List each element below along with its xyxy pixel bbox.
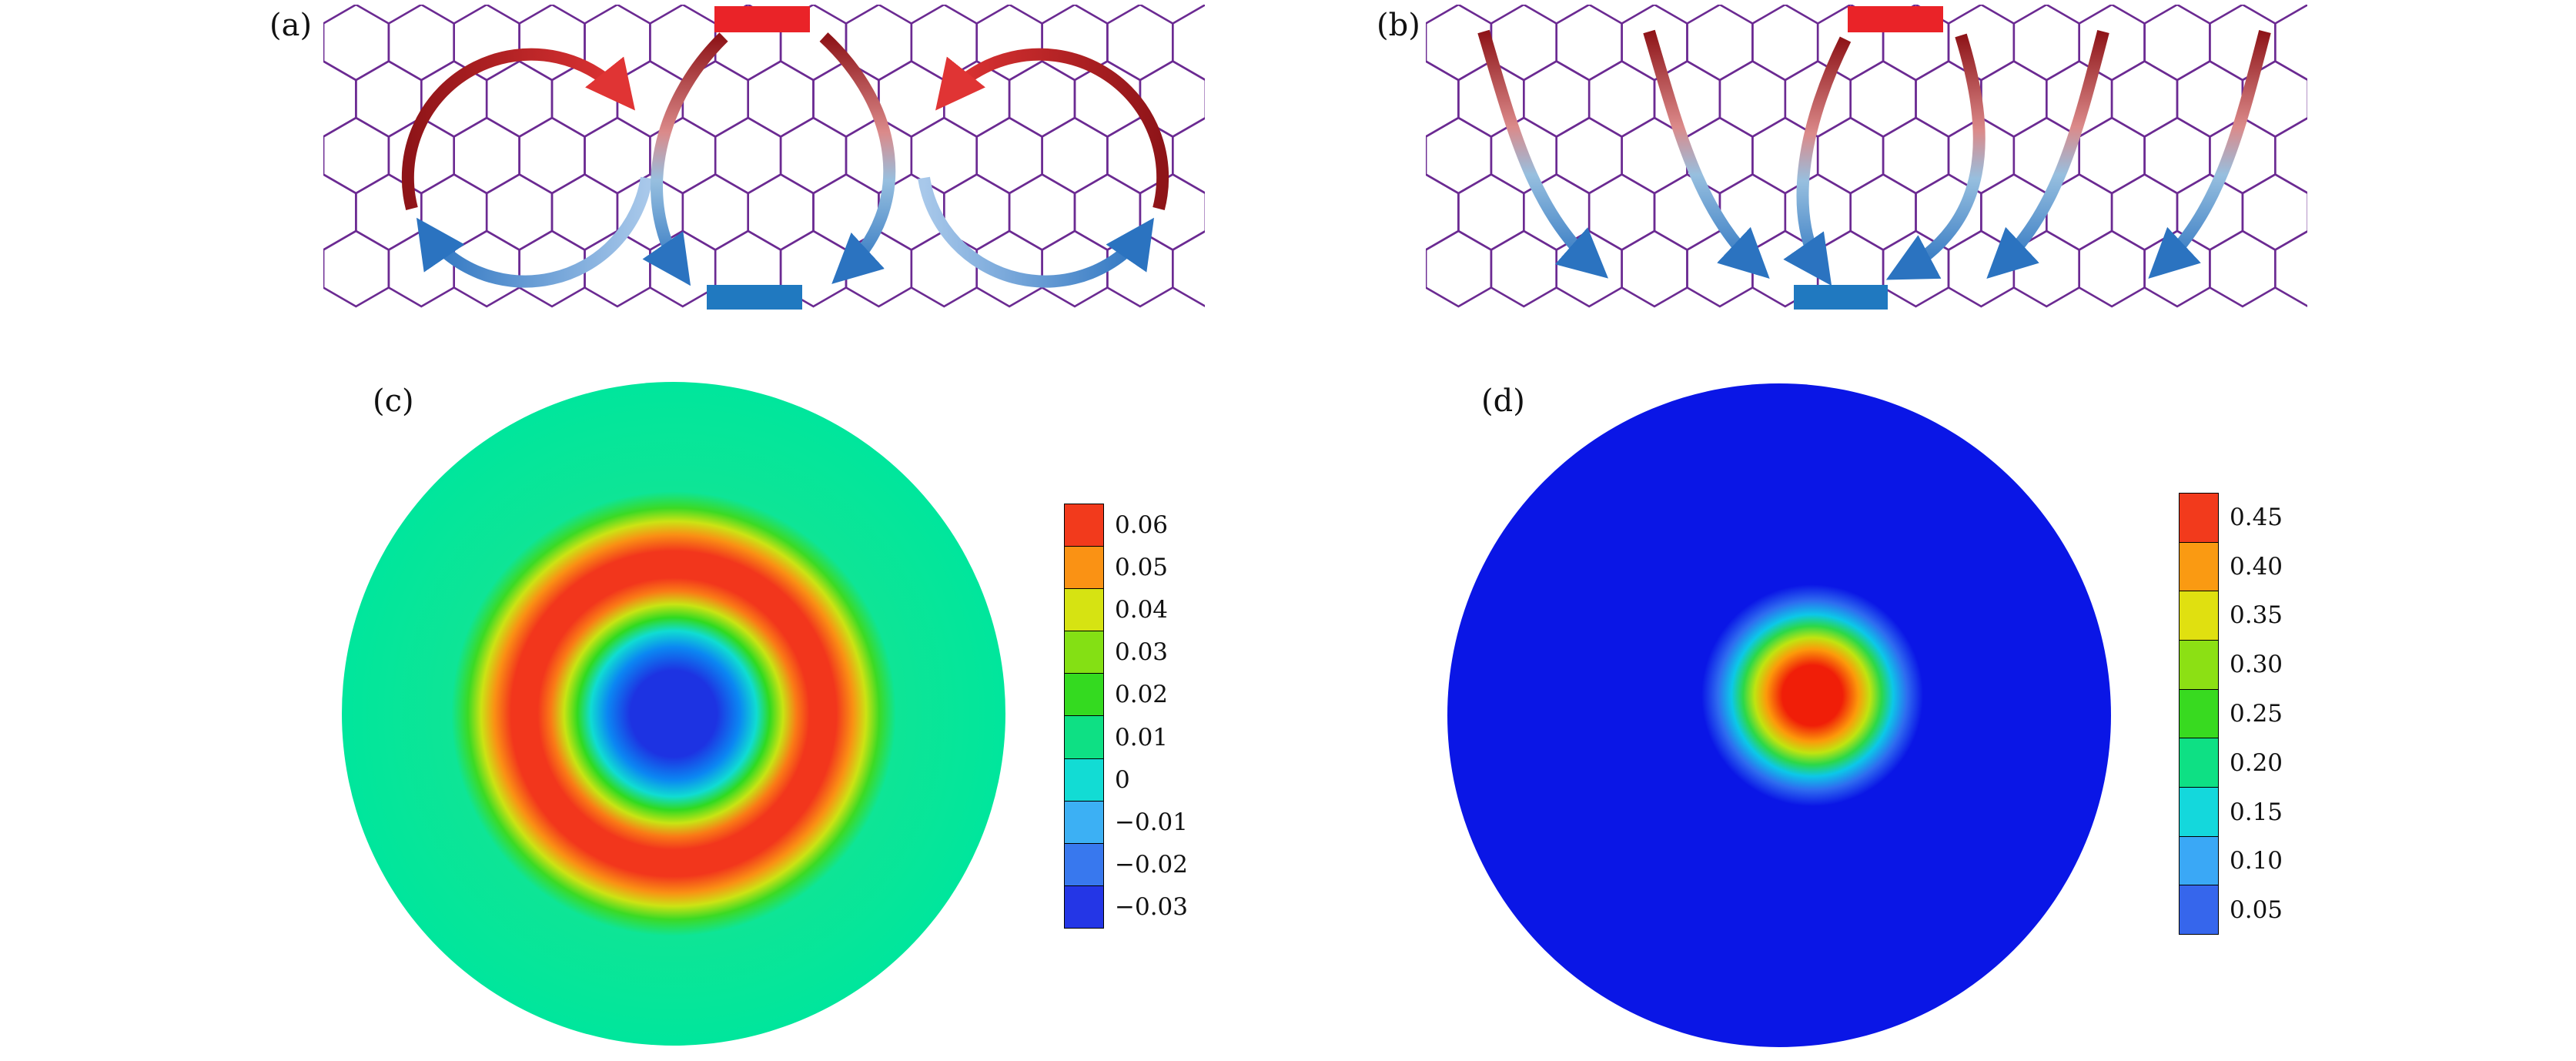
colorbar-c bbox=[1064, 504, 1104, 929]
colorbar-cell bbox=[2180, 640, 2218, 689]
stream-arrow-2 bbox=[1643, 29, 1770, 279]
panel-label-b: (b) bbox=[1377, 8, 1420, 43]
colorbar-cell bbox=[2180, 885, 2218, 935]
colorbar-tick-label: 0.10 bbox=[2230, 847, 2283, 875]
colorbar-tick-label: 0.01 bbox=[1115, 723, 1169, 751]
colorbar-cell bbox=[1065, 673, 1103, 716]
stream-arrow-4 bbox=[1885, 33, 1986, 280]
colorbar-cell bbox=[1065, 631, 1103, 674]
colorbar-tick-label: 0.05 bbox=[1115, 553, 1169, 581]
colorbar-tick-label: 0.35 bbox=[2230, 601, 2283, 630]
current-arrows-b bbox=[1477, 29, 2271, 286]
hot-contact-b bbox=[1848, 6, 1943, 32]
panel-label-a: (a) bbox=[269, 8, 313, 43]
hot-to-cold-left-arrow bbox=[642, 32, 728, 286]
stream-arrow-1 bbox=[1477, 29, 1608, 279]
colorbar-tick-label: −0.02 bbox=[1115, 851, 1188, 879]
colorbar-cell bbox=[1065, 758, 1103, 801]
right-vortex-blue-arc bbox=[918, 176, 1155, 288]
colorbar-cell bbox=[2180, 738, 2218, 788]
colorbar-tick-label: 0.02 bbox=[1115, 681, 1169, 709]
colorbar-tick-label: 0.05 bbox=[2230, 896, 2283, 925]
stream-arrow-5 bbox=[1986, 29, 2109, 279]
diagram-a-vortex-flow bbox=[323, 5, 1205, 310]
honeycomb-lattice-b bbox=[1426, 5, 2307, 308]
colorbar-c-labels: 0.06 0.05 0.04 0.03 0.02 0.01 0 −0.01 −0.02 −0.03 bbox=[1115, 504, 1223, 929]
colorbar-tick-label: 0.45 bbox=[2230, 503, 2283, 531]
colorbar-cell bbox=[1065, 800, 1103, 843]
cold-contact-a bbox=[707, 285, 802, 310]
colorbar-cell bbox=[1065, 885, 1103, 928]
colorbar-tick-label: 0.06 bbox=[1115, 510, 1169, 539]
colorbar-tick-label: 0 bbox=[1115, 765, 1130, 794]
stream-arrow-6 bbox=[2148, 29, 2271, 279]
left-vortex-red-arc bbox=[401, 48, 635, 211]
colorbar-cell bbox=[1065, 715, 1103, 758]
heatmap-disk-d bbox=[1447, 383, 2111, 1047]
colorbar-cell bbox=[1065, 504, 1103, 547]
diagram-b-laminar-flow bbox=[1426, 5, 2307, 310]
current-arrows-a bbox=[401, 32, 1169, 288]
left-vortex-blue-arc bbox=[416, 176, 653, 288]
colorbar-tick-label: 0.20 bbox=[2230, 748, 2283, 777]
hot-contact-a bbox=[714, 6, 810, 32]
colorbar-tick-label: 0.04 bbox=[1115, 596, 1169, 624]
colorbar-tick-label: 0.40 bbox=[2230, 552, 2283, 581]
colorbar-tick-label: −0.03 bbox=[1115, 893, 1188, 922]
colorbar-tick-label: 0.30 bbox=[2230, 651, 2283, 679]
colorbar-tick-label: 0.03 bbox=[1115, 638, 1169, 667]
right-vortex-red-arc bbox=[935, 48, 1169, 211]
colorbar-cell bbox=[2180, 835, 2218, 885]
colorbar-cell bbox=[2180, 787, 2218, 836]
heatmap-disk-c bbox=[342, 382, 1005, 1046]
colorbar-cell bbox=[2180, 541, 2218, 591]
colorbar-cell bbox=[2180, 591, 2218, 641]
colorbar-cell bbox=[2180, 494, 2218, 542]
colorbar-cell bbox=[1065, 588, 1103, 631]
colorbar-tick-label: −0.01 bbox=[1115, 808, 1188, 837]
panel-label-c: (c) bbox=[373, 383, 414, 419]
colorbar-cell bbox=[1065, 842, 1103, 885]
colorbar-tick-label: 0.15 bbox=[2230, 798, 2283, 826]
cold-contact-b bbox=[1794, 285, 1888, 310]
colorbar-d-labels: 0.45 0.40 0.35 0.30 0.25 0.20 0.15 0.10 0.05 bbox=[2230, 493, 2337, 935]
hot-to-cold-right-arrow bbox=[819, 32, 896, 284]
colorbar-d bbox=[2179, 493, 2219, 935]
colorbar-cell bbox=[2180, 688, 2218, 738]
panel-label-d: (d) bbox=[1481, 383, 1525, 419]
colorbar-cell bbox=[1065, 546, 1103, 589]
colorbar-tick-label: 0.25 bbox=[2230, 700, 2283, 728]
stream-arrow-3 bbox=[1783, 36, 1852, 286]
